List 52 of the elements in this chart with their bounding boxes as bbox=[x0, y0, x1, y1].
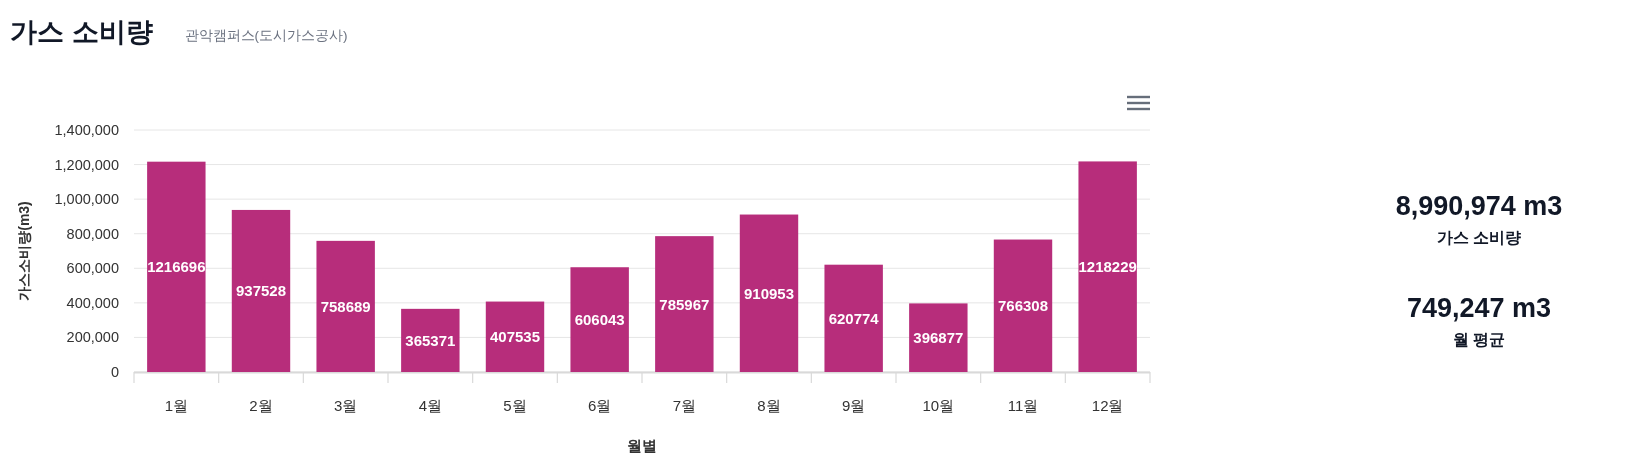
data-label: 1218229 bbox=[1078, 258, 1137, 276]
text: 가스 소비량 bbox=[1436, 229, 1522, 246]
bar bbox=[231, 209, 291, 372]
x-tick-label: 12월 bbox=[1091, 396, 1124, 414]
text: 8,990,974 m3 bbox=[1395, 191, 1563, 221]
text: 749,247 m3 bbox=[1406, 293, 1552, 323]
text: 월 평균 bbox=[1452, 331, 1506, 348]
y-tick-label: 200,000 bbox=[66, 329, 119, 346]
bar bbox=[824, 264, 883, 372]
data-label: 620774 bbox=[828, 309, 880, 327]
x-tick-label: 6월 bbox=[587, 396, 612, 414]
bar bbox=[655, 236, 714, 372]
data-label: 785967 bbox=[659, 295, 710, 313]
y-tick-label: 1,200,000 bbox=[54, 156, 119, 173]
bar bbox=[993, 239, 1053, 372]
data-label: 396877 bbox=[913, 329, 964, 347]
bar bbox=[147, 161, 206, 372]
y-tick-label: 1,400,000 bbox=[54, 122, 119, 138]
x-tick-label: 9월 bbox=[841, 396, 866, 414]
data-label: 937528 bbox=[235, 282, 287, 300]
x-tick-label: 8월 bbox=[757, 396, 781, 414]
x-axis-title: 월별 bbox=[627, 436, 657, 454]
bar bbox=[739, 214, 799, 372]
bar bbox=[1078, 161, 1137, 372]
y-tick-label: 800,000 bbox=[66, 225, 119, 242]
y-tick-label: 1,000,000 bbox=[54, 191, 119, 208]
y-tick-label: 0 bbox=[110, 364, 119, 380]
bar bbox=[485, 301, 545, 372]
subtitle: 관악캠퍼스(도시가스공사) bbox=[184, 28, 348, 43]
data-label: 606043 bbox=[574, 311, 625, 329]
bar bbox=[316, 240, 375, 372]
x-tick-label: 11월 bbox=[1007, 396, 1039, 414]
data-label: 910953 bbox=[743, 284, 795, 302]
bar bbox=[909, 303, 968, 372]
x-tick-label: 2월 bbox=[249, 396, 273, 414]
data-label: 766308 bbox=[997, 297, 1049, 315]
y-tick-label: 600,000 bbox=[66, 260, 119, 277]
y-tick-label: 400,000 bbox=[66, 294, 119, 311]
x-tick-label: 7월 bbox=[672, 396, 697, 414]
y-axis-title: 가스소비량(m3) bbox=[16, 201, 32, 301]
title: 가스 소비량 bbox=[10, 17, 153, 47]
x-tick-label: 3월 bbox=[333, 396, 358, 414]
x-tick-label: 5월 bbox=[503, 396, 527, 414]
data-label: 1216696 bbox=[147, 258, 206, 276]
data-label: 365371 bbox=[405, 331, 456, 349]
x-tick-label: 1월 bbox=[164, 396, 189, 414]
x-tick-label: 4월 bbox=[418, 396, 443, 414]
bar bbox=[401, 308, 460, 372]
data-label: 407535 bbox=[489, 328, 541, 346]
data-label: 758689 bbox=[320, 297, 371, 315]
x-tick-label: 10월 bbox=[922, 396, 955, 414]
bar bbox=[570, 267, 629, 372]
